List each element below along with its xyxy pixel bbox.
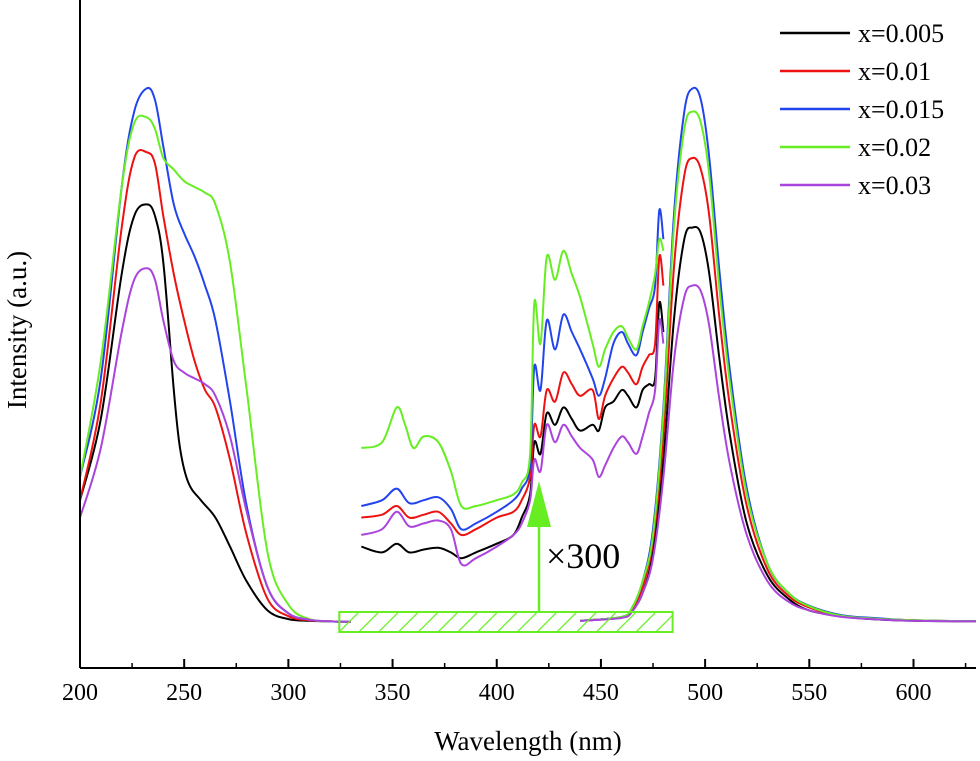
y-axis-label: Intensity (a.u.): [2, 251, 32, 409]
legend-label-2: x=0.01: [858, 57, 931, 86]
series-4-excitation-line: [80, 114, 351, 623]
series-5-excitation-line: [80, 267, 351, 623]
series-4-scaled-line: [361, 237, 665, 510]
x-tick-label-600: 600: [895, 680, 931, 706]
x-tick-label-350: 350: [375, 680, 411, 706]
series-3-excitation-line: [80, 86, 351, 623]
series-5-emission-line: [580, 284, 976, 623]
series-2-excitation-line: [80, 149, 351, 623]
magnification-label: ×300: [546, 536, 620, 576]
series-2-scaled-line: [361, 253, 665, 537]
magnified-region-box: [338, 611, 674, 633]
magnification-arrow-head: [527, 481, 551, 527]
series-2-emission-line: [580, 156, 976, 623]
x-tick-label-450: 450: [583, 680, 619, 706]
x-tick-label-200: 200: [62, 680, 98, 706]
legend-label-5: x=0.03: [858, 171, 931, 200]
legend: x=0.005 x=0.01 x=0.015 x=0.02 x=0.03: [780, 19, 944, 200]
series-3-scaled-line: [361, 208, 665, 531]
legend-label-1: x=0.005: [858, 19, 944, 48]
series-layer: [80, 86, 976, 623]
series-1-emission-line: [580, 225, 976, 623]
x-tick-label-250: 250: [166, 680, 202, 706]
series-1-scaled-line: [360, 300, 665, 560]
series-5-scaled-line: [361, 318, 665, 567]
x-tick-label-500: 500: [687, 680, 723, 706]
x-tick-label-550: 550: [791, 680, 827, 706]
x-tick-label-300: 300: [270, 680, 306, 706]
legend-label-3: x=0.015: [858, 95, 944, 124]
axes: 200 250 300 350 400 450 500 550 600: [62, 0, 976, 706]
legend-label-4: x=0.02: [858, 133, 931, 162]
series-3-emission-line: [580, 86, 976, 623]
x-axis-label: Wavelength (nm): [434, 726, 622, 756]
series-4-emission-line: [580, 110, 976, 623]
x-tick-label-400: 400: [479, 680, 515, 706]
series-1-excitation-line: [80, 203, 351, 623]
magnification-annotation: ×300: [338, 481, 674, 633]
